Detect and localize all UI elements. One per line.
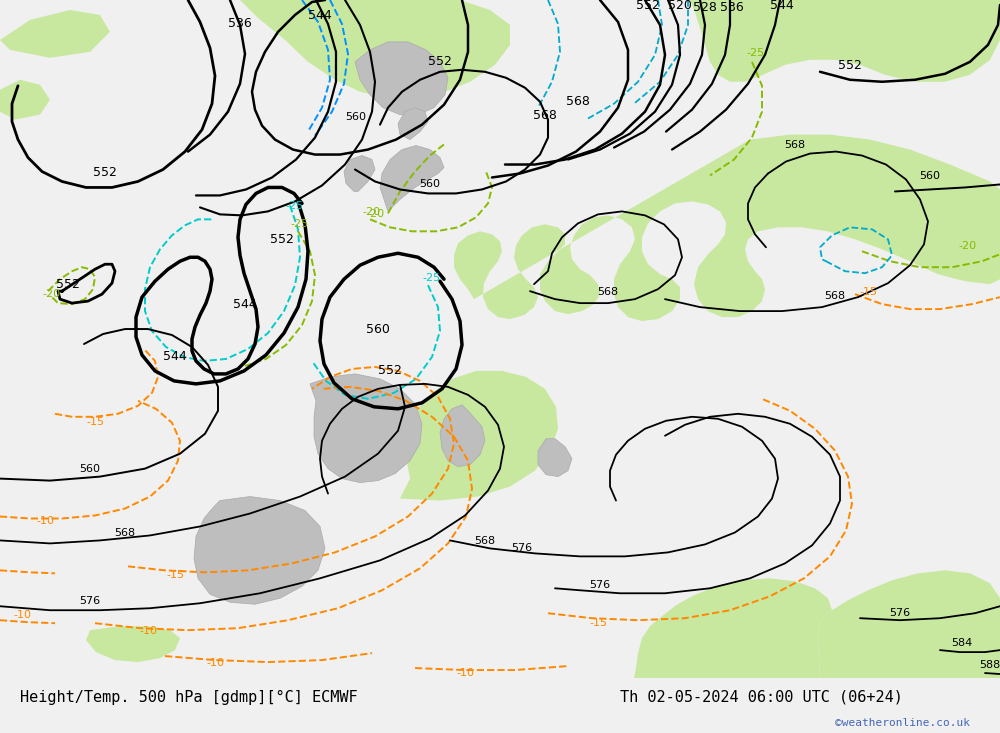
Text: -25: -25 [747, 48, 765, 58]
Text: 544: 544 [163, 350, 187, 364]
Text: -25: -25 [291, 219, 309, 229]
Text: 568: 568 [784, 139, 806, 150]
Text: 576: 576 [889, 608, 911, 618]
Text: -10: -10 [456, 668, 474, 678]
Text: Height/Temp. 500 hPa [gdmp][°C] ECMWF: Height/Temp. 500 hPa [gdmp][°C] ECMWF [20, 690, 358, 704]
Text: Th 02-05-2024 06:00 UTC (06+24): Th 02-05-2024 06:00 UTC (06+24) [620, 690, 903, 704]
Text: -20: -20 [959, 241, 977, 251]
Text: -15: -15 [589, 618, 607, 628]
Text: -10: -10 [139, 626, 157, 636]
Polygon shape [344, 155, 375, 191]
Text: 552: 552 [270, 233, 294, 246]
Polygon shape [230, 0, 510, 97]
Polygon shape [818, 570, 1000, 678]
Text: 528: 528 [693, 1, 717, 14]
Text: 560: 560 [920, 172, 940, 182]
Text: 568: 568 [566, 95, 590, 108]
Text: 576: 576 [511, 543, 533, 553]
Text: 584: 584 [951, 638, 973, 648]
Text: 552: 552 [56, 278, 80, 291]
Text: 552: 552 [838, 59, 862, 72]
Text: 552: 552 [636, 0, 660, 12]
Text: 544: 544 [308, 9, 332, 22]
Text: 544: 544 [770, 0, 794, 12]
Text: 588: 588 [979, 660, 1000, 670]
Text: 552: 552 [93, 166, 117, 180]
Polygon shape [454, 135, 1000, 321]
Text: -15: -15 [859, 287, 877, 297]
Polygon shape [194, 496, 325, 604]
Text: 560: 560 [366, 323, 390, 336]
Text: 560: 560 [420, 180, 440, 189]
Polygon shape [355, 42, 448, 114]
Polygon shape [0, 80, 50, 119]
Polygon shape [440, 405, 485, 467]
Text: -25: -25 [286, 202, 304, 211]
Text: 568: 568 [114, 528, 136, 539]
Text: -20: -20 [367, 210, 385, 219]
Text: 568: 568 [824, 291, 846, 301]
Text: -25: -25 [423, 273, 441, 283]
Text: 576: 576 [589, 581, 611, 590]
Text: 544: 544 [233, 298, 257, 311]
Text: 560: 560 [80, 463, 100, 474]
Text: 568: 568 [533, 108, 557, 122]
Text: ©weatheronline.co.uk: ©weatheronline.co.uk [835, 718, 970, 728]
Polygon shape [570, 0, 1000, 82]
Text: 568: 568 [597, 287, 619, 297]
Polygon shape [86, 626, 180, 662]
Text: -10: -10 [13, 610, 31, 620]
Polygon shape [398, 108, 428, 139]
Text: -20: -20 [43, 289, 61, 299]
Text: -15: -15 [166, 570, 184, 581]
Polygon shape [620, 578, 832, 678]
Text: -10: -10 [36, 517, 54, 526]
Polygon shape [310, 374, 422, 482]
Text: 552: 552 [378, 364, 402, 377]
Text: 568: 568 [474, 537, 496, 546]
Polygon shape [400, 371, 558, 501]
Polygon shape [380, 146, 444, 211]
Text: 560: 560 [346, 111, 366, 122]
Polygon shape [0, 10, 110, 58]
Text: 576: 576 [79, 596, 101, 606]
Text: -20: -20 [363, 207, 381, 218]
Text: -10: -10 [206, 658, 224, 668]
Text: 552: 552 [428, 55, 452, 68]
Text: 536: 536 [228, 17, 252, 30]
Text: 536: 536 [720, 1, 744, 14]
Text: -15: -15 [86, 417, 104, 427]
Text: 520: 520 [668, 0, 692, 12]
Polygon shape [538, 439, 572, 476]
